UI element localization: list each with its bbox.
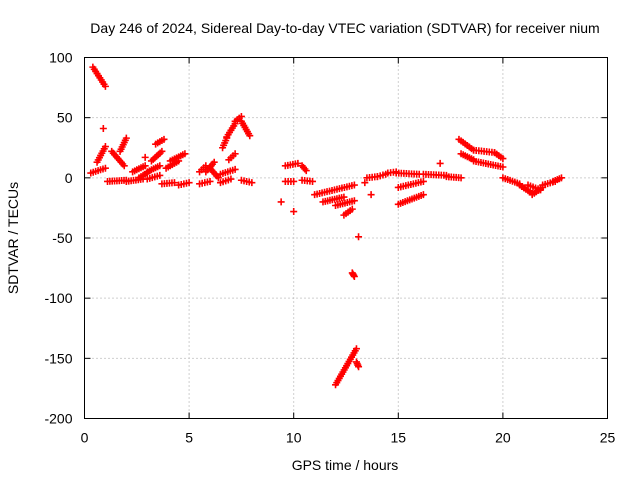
data-point xyxy=(348,205,356,213)
data-point xyxy=(210,158,218,166)
data-point xyxy=(309,177,317,185)
x-tick-label: 20 xyxy=(495,430,511,446)
x-axis-label: GPS time / hours xyxy=(292,457,399,473)
data-point xyxy=(185,179,193,187)
data-point xyxy=(101,164,109,172)
data-point xyxy=(350,273,358,281)
data-point xyxy=(277,198,285,206)
y-tick-label: -200 xyxy=(44,411,72,427)
data-point xyxy=(122,134,130,142)
data-point xyxy=(499,155,507,163)
data-point xyxy=(246,132,254,140)
data-point xyxy=(227,175,235,183)
data-point xyxy=(231,165,239,173)
data-point xyxy=(537,186,545,194)
data-point xyxy=(350,181,358,189)
y-tick-label: 0 xyxy=(65,170,73,186)
data-point xyxy=(231,150,239,158)
data-point xyxy=(181,150,189,158)
data-point xyxy=(290,208,298,216)
data-point xyxy=(160,135,168,143)
data-point xyxy=(248,179,256,187)
data-point xyxy=(170,179,178,187)
axis-ticks: 0 5 10 15 20 25 100 50 0 -50 -100 -150 -200 xyxy=(44,50,615,446)
data-point xyxy=(557,174,565,182)
data-point xyxy=(156,162,164,170)
y-tick-label: -150 xyxy=(44,350,72,366)
data-point xyxy=(302,167,310,175)
data-point xyxy=(120,162,128,170)
data-point xyxy=(141,153,149,161)
data-point xyxy=(355,363,363,371)
data-point xyxy=(294,159,302,167)
data-point xyxy=(361,179,369,187)
data-point xyxy=(206,177,214,185)
data-point xyxy=(419,177,427,185)
chart-title: Day 246 of 2024, Sidereal Day-to-day VTE… xyxy=(90,20,599,36)
x-tick-label: 10 xyxy=(286,430,302,446)
x-tick-label: 5 xyxy=(185,430,193,446)
grid xyxy=(84,57,608,419)
data-point xyxy=(99,124,107,132)
y-tick-label: -100 xyxy=(44,290,72,306)
data-point xyxy=(457,174,465,182)
data-point xyxy=(290,177,298,185)
data-point xyxy=(214,174,222,182)
y-tick-label: 50 xyxy=(57,110,73,126)
x-tick-label: 15 xyxy=(391,430,407,446)
data-point xyxy=(156,171,164,179)
data-point xyxy=(158,147,166,155)
x-tick-label: 25 xyxy=(600,430,616,446)
data-point xyxy=(350,197,358,205)
data-point xyxy=(141,162,149,170)
data-point xyxy=(499,163,507,171)
data-point xyxy=(101,143,109,151)
data-point xyxy=(355,233,363,241)
data-point xyxy=(340,193,348,201)
y-tick-label: 100 xyxy=(49,50,73,66)
y-tick-label: -50 xyxy=(52,230,72,246)
data-point xyxy=(352,345,360,353)
y-axis-label: SDTVAR / TECUs xyxy=(5,182,21,294)
data-point xyxy=(101,82,109,90)
data-point xyxy=(436,159,444,167)
data-point xyxy=(419,191,427,199)
x-tick-label: 0 xyxy=(81,430,89,446)
data-point xyxy=(367,191,375,199)
data-points xyxy=(87,63,565,389)
